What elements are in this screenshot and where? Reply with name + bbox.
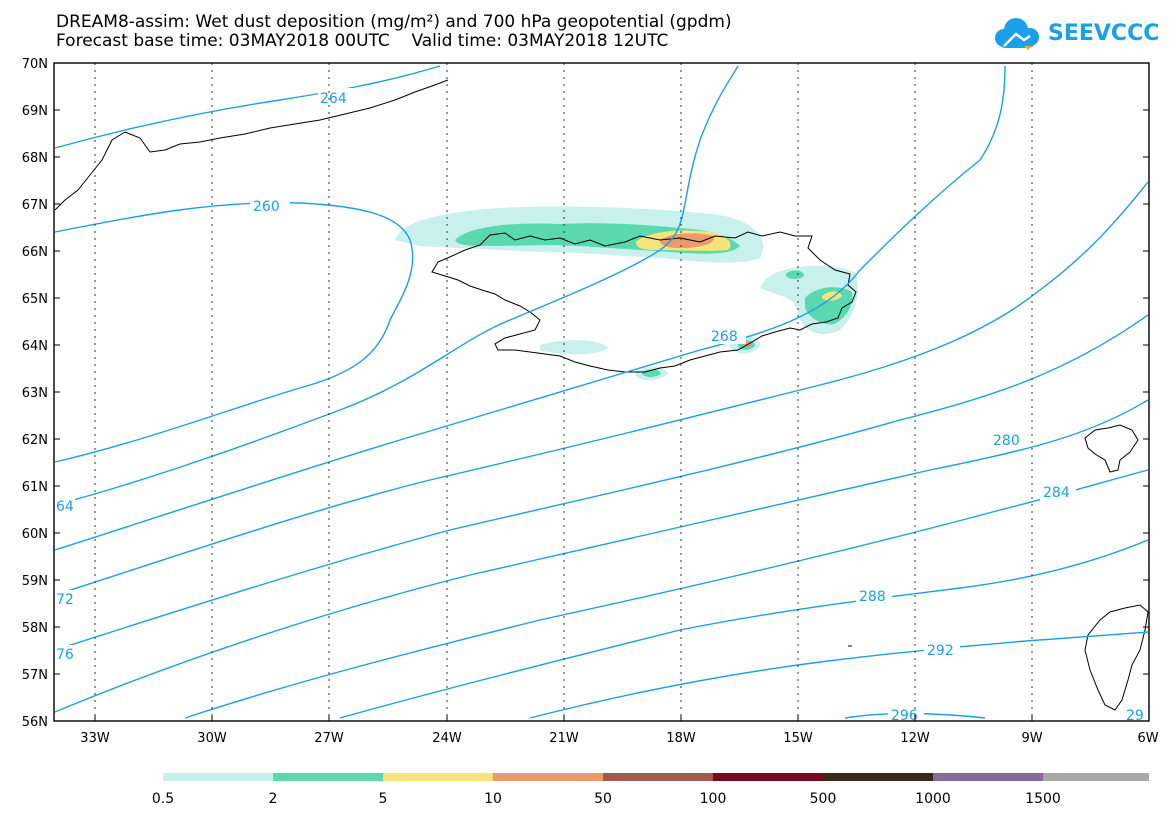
legend-swatch — [273, 773, 383, 781]
lat-label: 59N — [22, 574, 48, 589]
forecast-base-time: Forecast base time: 03MAY2018 00UTC — [56, 31, 390, 51]
lon-label: 33W — [80, 731, 110, 746]
legend-swatch — [933, 773, 1043, 781]
lat-label: 62N — [22, 433, 48, 448]
contour-label-276-west: 76 — [56, 647, 74, 663]
contour-268 — [54, 65, 1006, 551]
legend-swatch — [383, 773, 493, 781]
contour-288 — [339, 539, 1149, 719]
lat-label: 69N — [22, 104, 48, 119]
color-legend: 0.5 2 5 10 50 100 500 1000 1500 — [152, 773, 1149, 807]
legend-label: 500 — [810, 791, 837, 807]
contour-264-west — [54, 65, 739, 506]
legend-label: 1500 — [1025, 791, 1061, 807]
lat-label: 60N — [22, 527, 48, 542]
lat-label: 56N — [22, 715, 48, 730]
legend-swatch — [1043, 773, 1149, 781]
faroe-islands — [1084, 424, 1139, 473]
legend-label: 50 — [594, 791, 612, 807]
map-frame — [53, 62, 1150, 722]
legend-label: 5 — [379, 791, 388, 807]
contour-label-268: 268 — [711, 329, 738, 345]
legend-label: 100 — [700, 791, 727, 807]
dust-area-south-light — [540, 340, 608, 355]
lat-label: 58N — [22, 621, 48, 636]
contour-label-292: 292 — [927, 643, 954, 659]
legend-label: 2 — [269, 791, 278, 807]
contour-264-north — [54, 65, 441, 149]
contour-label-272-west: 72 — [56, 592, 74, 608]
legend-swatch — [823, 773, 933, 781]
latitude-axis — [54, 62, 1149, 675]
geopotential-contours — [54, 65, 1149, 719]
legend-label: 0.5 — [152, 791, 174, 807]
contour-label-288: 288 — [859, 589, 886, 605]
logo-text: SEEVCCC — [1048, 21, 1160, 46]
seevccc-logo — [995, 18, 1039, 50]
lon-label: 15W — [783, 731, 813, 746]
lat-label: 65N — [22, 292, 48, 307]
map-title: DREAM8-assim: Wet dust deposition (mg/m²… — [56, 12, 732, 32]
lat-label: 70N — [22, 57, 48, 72]
longitude-axis — [94, 715, 1033, 721]
contour-276 — [54, 314, 1149, 651]
contour-280 — [54, 399, 1149, 713]
dust-area-green-small — [786, 270, 804, 279]
cloud-icon — [995, 18, 1039, 50]
lat-label: 66N — [22, 245, 48, 260]
gridlines — [94, 63, 1033, 721]
iceland-coast — [431, 231, 857, 373]
lon-label: 21W — [549, 731, 579, 746]
legend-label: 10 — [484, 791, 502, 807]
lat-label: 57N — [22, 668, 48, 683]
contour-272 — [54, 181, 1149, 596]
contour-label-264-west: 64 — [56, 499, 74, 515]
contour-label-29-east: 29 — [1126, 708, 1144, 724]
contour-label-264-north: 264 — [320, 91, 347, 107]
legend-swatch — [603, 773, 713, 781]
time-line: Forecast base time: 03MAY2018 00UTC Vali… — [56, 32, 668, 50]
contour-label-296: 296 — [891, 708, 918, 724]
legend-label: 1000 — [915, 791, 951, 807]
contour-292 — [529, 631, 1149, 719]
legend-swatch — [163, 773, 273, 781]
lon-label: 12W — [900, 731, 930, 746]
contour-label-260: 260 — [253, 199, 280, 215]
dust-deposition-shading — [395, 206, 858, 381]
contour-label-280: 280 — [993, 433, 1020, 449]
lon-label: 18W — [666, 731, 696, 746]
contour-260 — [54, 201, 414, 463]
greenland-coast — [54, 79, 449, 211]
lat-label: 67N — [22, 198, 48, 213]
lon-label: 24W — [432, 731, 462, 746]
longitude-labels: 33W 30W 27W 24W 21W 18W 15W 12W 9W 6W — [80, 731, 1158, 746]
lat-label: 63N — [22, 386, 48, 401]
scotland-coast — [1084, 604, 1149, 711]
legend-swatch — [713, 773, 823, 781]
legend-swatch — [493, 773, 603, 781]
contour-label-284: 284 — [1043, 485, 1070, 501]
lon-label: 30W — [197, 731, 227, 746]
lat-label: 61N — [22, 480, 48, 495]
lon-label: 9W — [1021, 731, 1042, 746]
lon-label: 27W — [314, 731, 344, 746]
lat-label: 64N — [22, 339, 48, 354]
lat-label: 68N — [22, 151, 48, 166]
lon-label: 6W — [1137, 731, 1158, 746]
contour-label-group: 264 260 268 280 284 288 292 296 64 72 76… — [55, 88, 1147, 724]
latitude-labels: 70N 69N 68N 67N 66N 65N 64N 63N 62N 61N … — [22, 57, 48, 730]
valid-time: Valid time: 03MAY2018 12UTC — [411, 31, 669, 51]
coastlines — [54, 79, 1149, 711]
